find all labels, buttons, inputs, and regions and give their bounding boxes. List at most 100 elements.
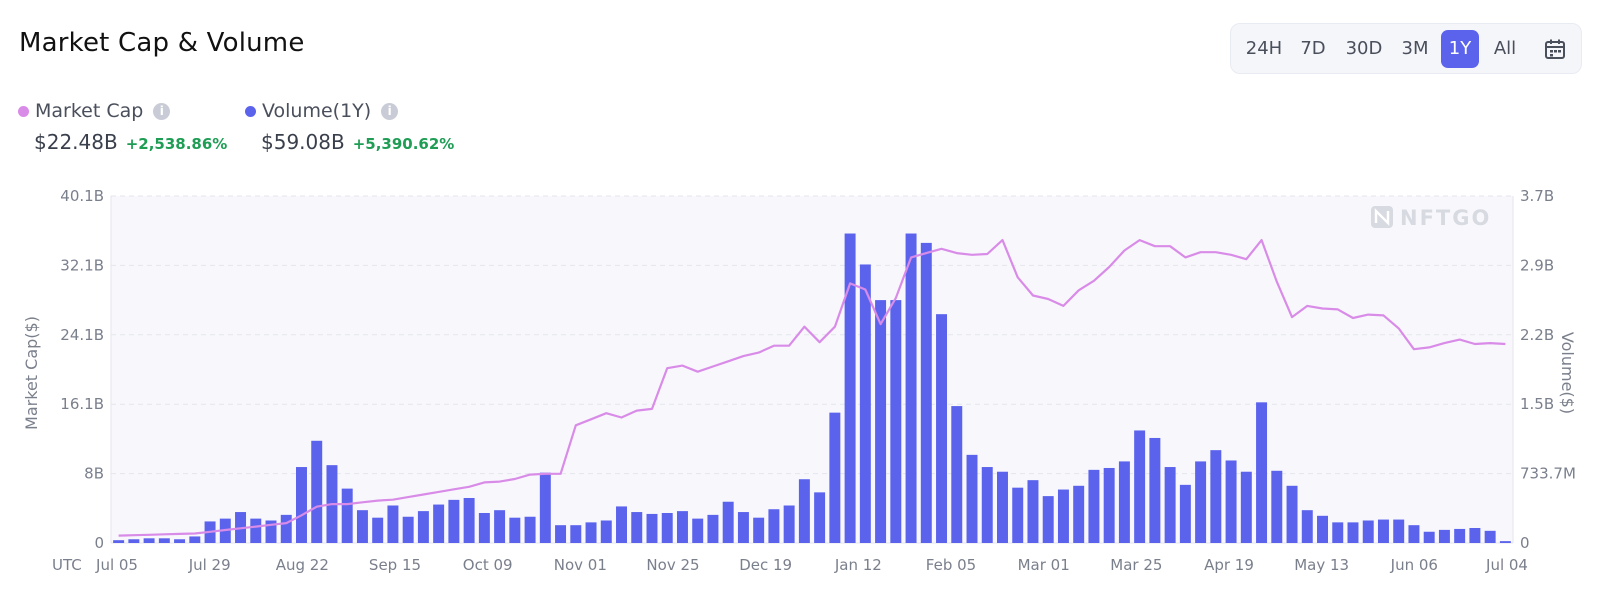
volume-bar[interactable]	[936, 314, 948, 543]
volume-bar[interactable]	[966, 454, 978, 543]
volume-bar[interactable]	[1317, 515, 1328, 543]
volume-bar[interactable]	[341, 488, 353, 543]
volume-bar[interactable]	[905, 233, 917, 543]
volume-bar[interactable]	[1210, 450, 1222, 543]
volume-bar[interactable]	[1362, 520, 1374, 543]
volume-bar[interactable]	[997, 471, 1008, 543]
volume-bar[interactable]	[1088, 469, 1100, 543]
volume-bar[interactable]	[1164, 467, 1176, 543]
volume-bar[interactable]	[174, 539, 186, 543]
volume-bar[interactable]	[676, 511, 688, 543]
volume-bar[interactable]	[296, 467, 307, 543]
volume-bar[interactable]	[981, 467, 993, 543]
volume-bar[interactable]	[478, 512, 490, 543]
volume-bar[interactable]	[1484, 530, 1496, 543]
volume-bar[interactable]	[1286, 485, 1298, 543]
volume-bar[interactable]	[448, 499, 460, 543]
volume-bar[interactable]	[859, 264, 871, 543]
volume-bar[interactable]	[463, 497, 475, 543]
volume-bar[interactable]	[1438, 529, 1450, 543]
volume-bar[interactable]	[616, 506, 627, 543]
volume-bar[interactable]	[1027, 480, 1039, 543]
volume-bar[interactable]	[524, 516, 536, 543]
volume-bar[interactable]	[433, 504, 445, 543]
volume-bar[interactable]	[387, 505, 399, 543]
volume-bar[interactable]	[1134, 430, 1146, 543]
range-3m-button[interactable]: 3M	[1401, 38, 1429, 59]
volume-bar[interactable]	[753, 517, 765, 543]
volume-bar[interactable]	[555, 525, 567, 543]
volume-bar[interactable]	[875, 300, 887, 543]
y-axis-right-ticks: 0 733.7M 1.5B 2.2B 2.9B 3.7B	[1520, 187, 1576, 552]
volume-bar[interactable]	[1301, 510, 1313, 543]
volume-bar[interactable]	[951, 406, 963, 543]
volume-bar[interactable]	[798, 479, 810, 543]
volume-bar[interactable]	[1103, 467, 1115, 543]
volume-bar[interactable]	[768, 509, 780, 543]
volume-bar[interactable]	[280, 514, 292, 543]
volume-bar[interactable]	[585, 522, 597, 543]
volume-bar[interactable]	[250, 518, 262, 543]
volume-bar[interactable]	[829, 412, 841, 543]
volume-bar[interactable]	[1118, 461, 1130, 543]
volume-bar[interactable]	[692, 518, 704, 543]
calendar-icon[interactable]	[1543, 37, 1567, 61]
volume-bar[interactable]	[1057, 489, 1069, 543]
volume-bar[interactable]	[1271, 470, 1283, 543]
volume-bar[interactable]	[722, 501, 734, 543]
volume-bar[interactable]	[1195, 461, 1207, 543]
volume-bar[interactable]	[494, 510, 506, 543]
volume-bar[interactable]	[1240, 471, 1252, 543]
volume-bar[interactable]	[1408, 525, 1420, 543]
volume-bar[interactable]	[356, 510, 368, 543]
volume-bar[interactable]	[143, 538, 155, 543]
volume-bar[interactable]	[570, 525, 582, 543]
volume-bar[interactable]	[1454, 528, 1466, 543]
volume-bar[interactable]	[890, 300, 902, 543]
range-all-button[interactable]: All	[1493, 38, 1517, 59]
volume-bar[interactable]	[600, 520, 612, 543]
volume-bar[interactable]	[844, 233, 856, 543]
volume-bar[interactable]	[158, 538, 170, 543]
volume-bar[interactable]	[920, 242, 932, 543]
volume-bar[interactable]	[646, 513, 658, 543]
volume-bar[interactable]	[372, 517, 384, 543]
volume-bar[interactable]	[417, 511, 429, 543]
legend-volume[interactable]: Volume(1Y) i $59.08B +5,390.62%	[245, 100, 454, 154]
volume-bar[interactable]	[1332, 522, 1344, 543]
range-30d-button[interactable]: 30D	[1345, 38, 1383, 59]
volume-bar[interactable]	[113, 540, 125, 543]
volume-bar[interactable]	[661, 512, 673, 543]
range-1y-button[interactable]: 1Y	[1441, 30, 1479, 68]
volume-bar[interactable]	[1347, 522, 1359, 543]
volume-bar[interactable]	[1393, 519, 1405, 543]
info-icon[interactable]: i	[381, 102, 399, 120]
legend-market-cap[interactable]: Market Cap i $22.48B +2,538.86%	[18, 100, 227, 154]
volume-bar[interactable]	[1149, 437, 1161, 543]
volume-bar[interactable]	[1042, 496, 1054, 543]
volume-bar[interactable]	[1377, 519, 1389, 543]
info-icon[interactable]: i	[153, 102, 171, 120]
volume-bar[interactable]	[1469, 527, 1481, 543]
volume-bar[interactable]	[1225, 460, 1237, 543]
range-7d-button[interactable]: 7D	[1300, 38, 1326, 59]
volume-bar[interactable]	[1256, 402, 1268, 543]
volume-bar[interactable]	[1073, 485, 1085, 543]
volume-bar[interactable]	[311, 440, 323, 543]
volume-bar[interactable]	[1179, 484, 1191, 543]
volume-bar[interactable]	[707, 514, 719, 543]
volume-bar[interactable]	[1499, 541, 1511, 543]
volume-bar[interactable]	[737, 512, 749, 543]
volume-bar[interactable]	[1012, 487, 1024, 543]
volume-bar[interactable]	[265, 520, 277, 543]
volume-bar[interactable]	[631, 512, 643, 543]
volume-bar[interactable]	[814, 492, 826, 543]
range-24h-button[interactable]: 24H	[1245, 38, 1283, 59]
volume-bar[interactable]	[509, 517, 521, 543]
volume-bar[interactable]	[402, 516, 414, 543]
volume-bar[interactable]	[128, 539, 140, 543]
volume-bar[interactable]	[539, 472, 551, 543]
volume-bar[interactable]	[783, 505, 795, 543]
volume-bar[interactable]	[1423, 531, 1435, 543]
volume-bar[interactable]	[189, 536, 201, 543]
